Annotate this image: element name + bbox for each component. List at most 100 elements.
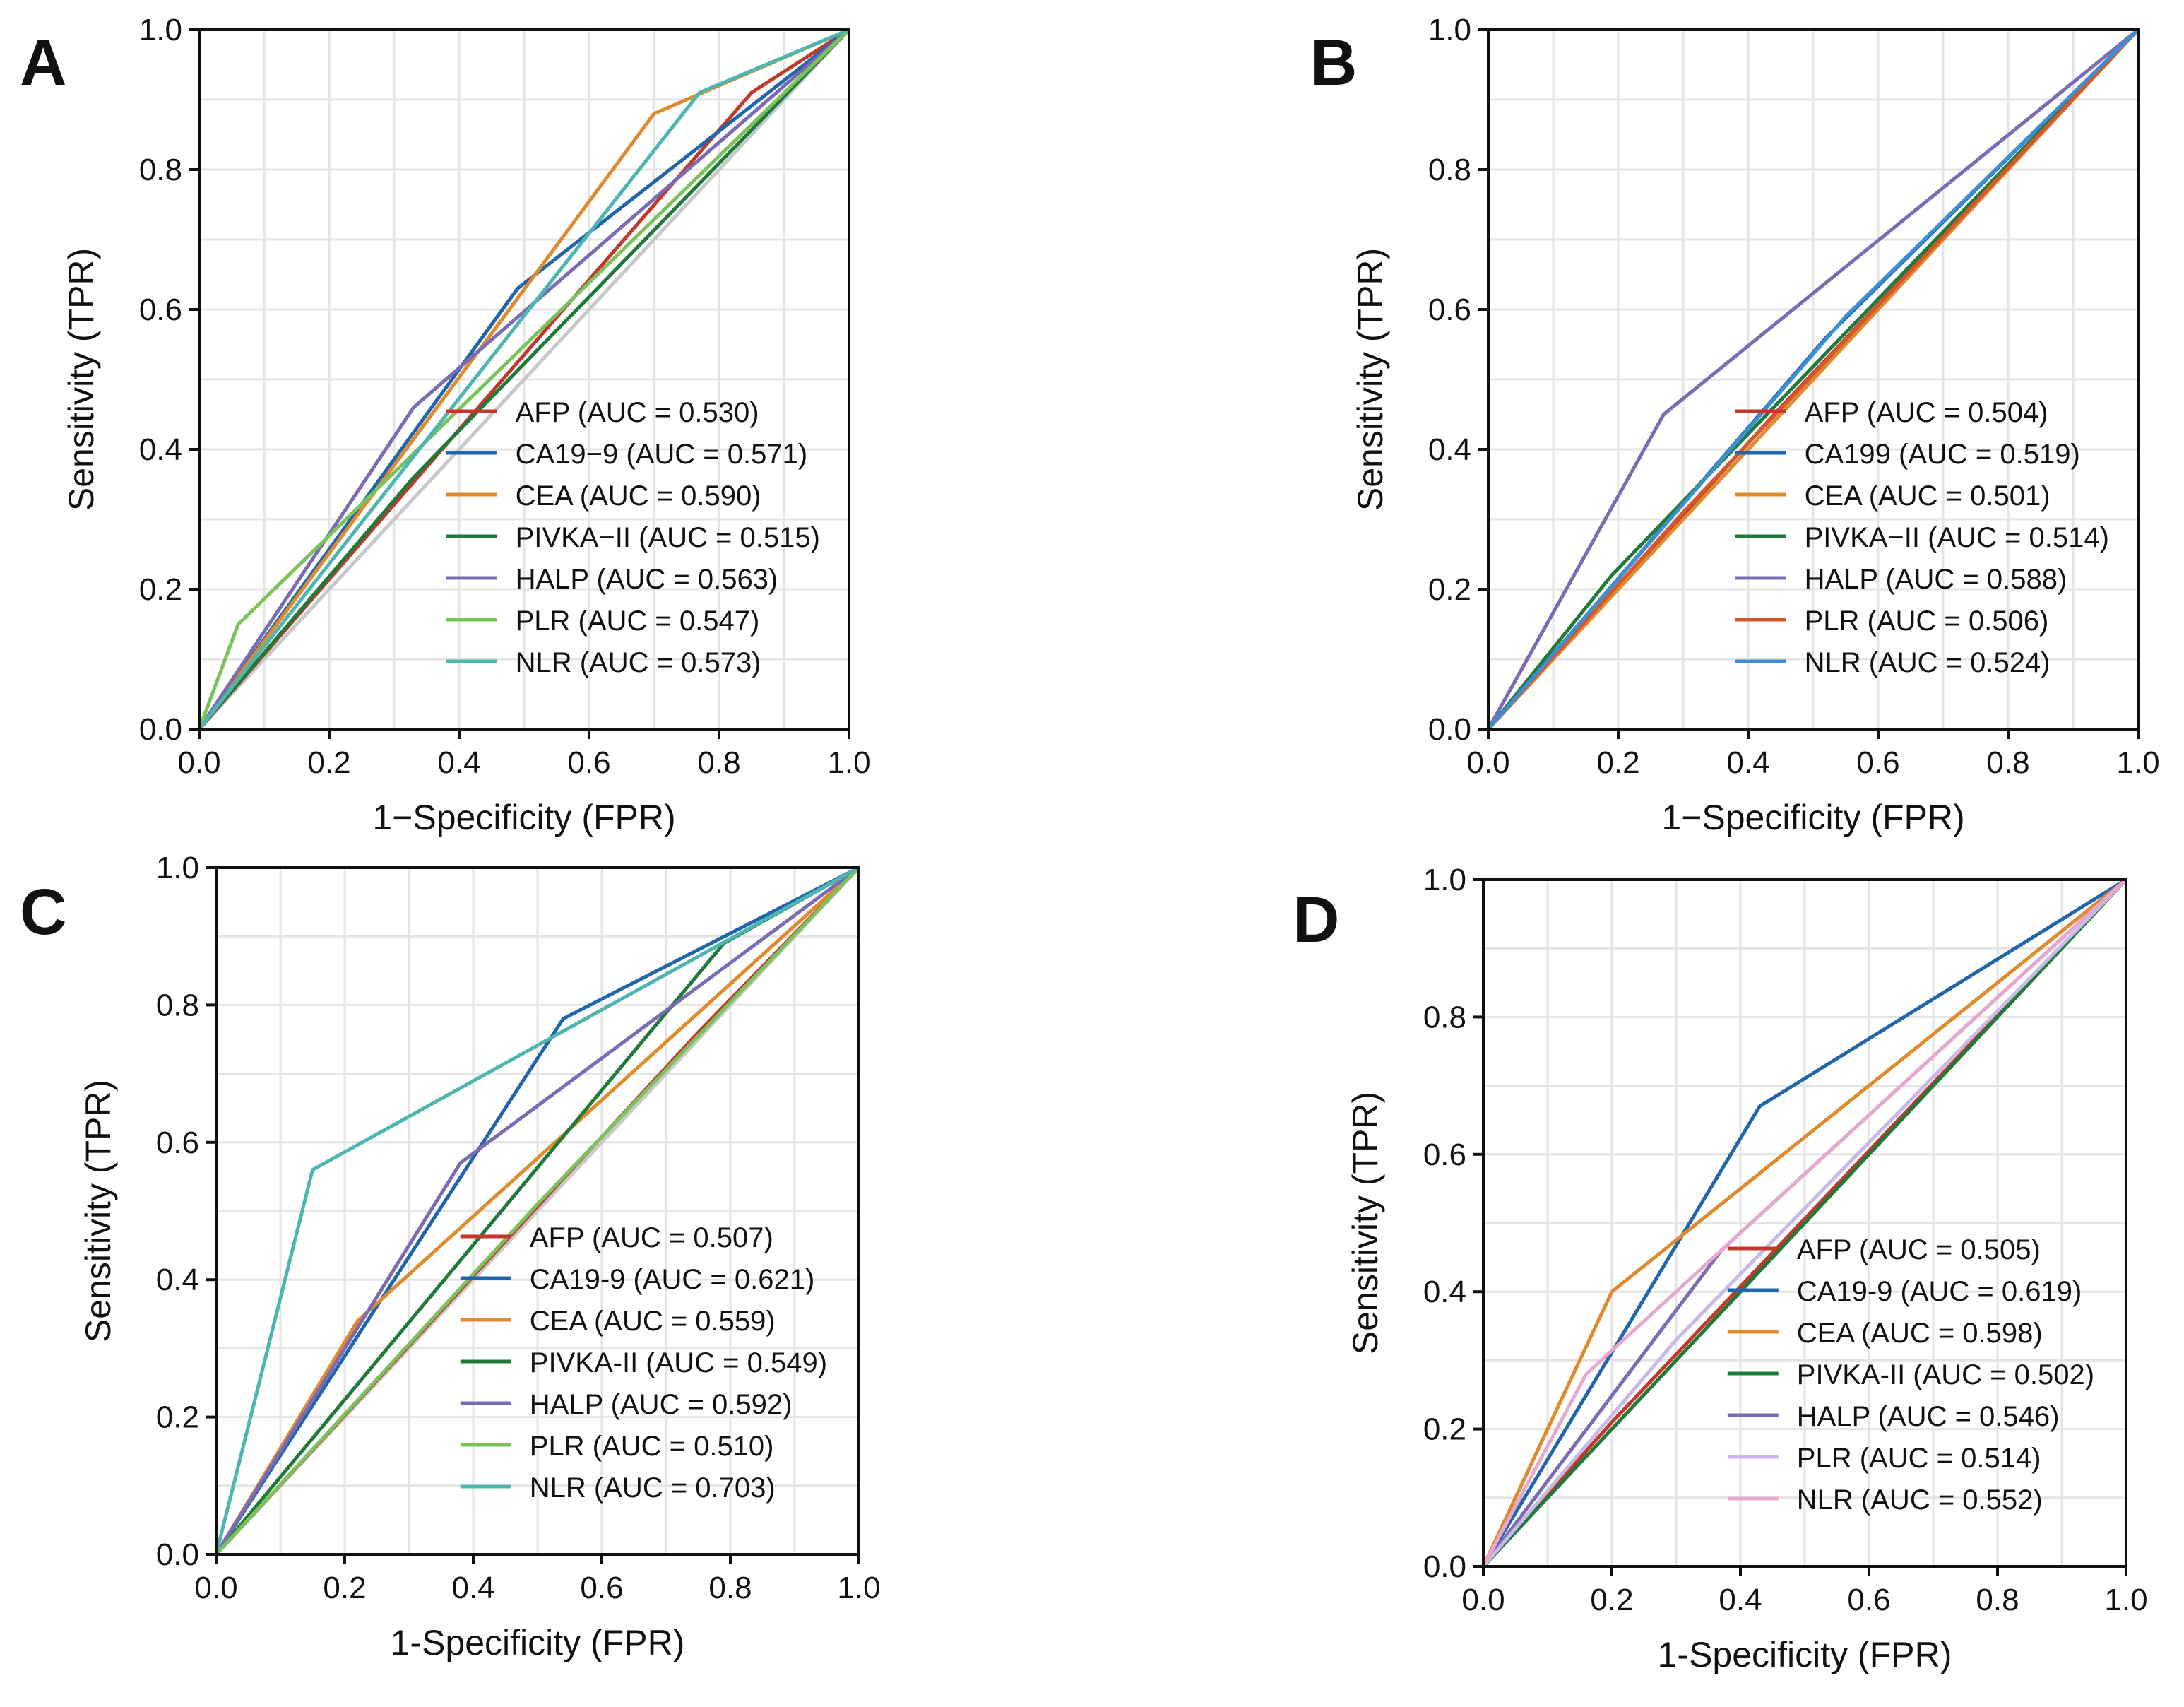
legend-label-halp: HALP (AUC = 0.546) bbox=[1797, 1401, 2060, 1432]
legend-label-afp: AFP (AUC = 0.530) bbox=[516, 397, 759, 428]
x-tick-label: 0.6 bbox=[1856, 745, 1899, 780]
roc-curve-plr bbox=[197, 28, 850, 730]
roc-curve-halp bbox=[1486, 28, 2140, 731]
roc-curve-nlr bbox=[1487, 28, 2140, 731]
y-tick-label: 0.8 bbox=[156, 988, 199, 1022]
legend-label-halp: HALP (AUC = 0.588) bbox=[1805, 564, 2067, 595]
x-axis-label: 1−Specificity (FPR) bbox=[1661, 798, 1964, 837]
y-tick-label: 0.0 bbox=[1428, 712, 1471, 747]
x-tick-label: 0.6 bbox=[1847, 1583, 1890, 1617]
legend-label-plr: PLR (AUC = 0.510) bbox=[530, 1431, 774, 1462]
y-tick-label: 0.2 bbox=[156, 1400, 199, 1435]
roc-curve-nlr bbox=[198, 28, 850, 731]
legend-label-nlr: NLR (AUC = 0.552) bbox=[1797, 1484, 2043, 1516]
x-tick-label: 0.4 bbox=[437, 745, 480, 780]
legend-label-pivka-ii: PIVKA−II (AUC = 0.514) bbox=[1805, 522, 2109, 553]
x-tick-label: 0.2 bbox=[323, 1571, 366, 1605]
plot-frame bbox=[1482, 878, 2127, 1568]
panel-letter: B bbox=[1310, 27, 1357, 99]
y-axis-label: Sensitivity (TPR) bbox=[1351, 248, 1390, 511]
roc-curve-plr bbox=[1482, 878, 2127, 1568]
legend-label-nlr: NLR (AUC = 0.703) bbox=[530, 1472, 776, 1504]
plot-frame bbox=[198, 28, 850, 731]
legend-label-plr: PLR (AUC = 0.547) bbox=[516, 606, 760, 637]
roc-curve-pivka-ii bbox=[198, 28, 850, 731]
roc-curve-nlr bbox=[1481, 878, 2127, 1568]
legend-label-cea: CEA (AUC = 0.501) bbox=[1805, 480, 2051, 512]
x-axis-label: 1-Specificity (FPR) bbox=[1658, 1635, 1952, 1674]
legend-label-plr: PLR (AUC = 0.514) bbox=[1797, 1443, 2041, 1474]
roc-curve-nlr bbox=[214, 866, 860, 1555]
x-tick-label: 0.4 bbox=[1726, 745, 1769, 780]
roc-curve-ca19-9 bbox=[1481, 878, 2127, 1568]
y-tick-label: 0.6 bbox=[156, 1126, 199, 1160]
y-tick-label: 0.8 bbox=[1423, 1000, 1466, 1034]
roc-curve-halp bbox=[214, 866, 860, 1556]
panel-c: C 0.0 0.2 0.4 0.6 0.8 1.0 0.0 0.2 0.4 0.6 0.8 1.0 1-S… bbox=[20, 851, 881, 1662]
x-tick-label: 0.4 bbox=[1719, 1583, 1762, 1617]
legend-label-nlr: NLR (AUC = 0.573) bbox=[516, 647, 761, 678]
x-tick-label: 0.6 bbox=[580, 1571, 623, 1605]
roc-curve-plr bbox=[215, 866, 860, 1556]
legend-label-nlr: NLR (AUC = 0.524) bbox=[1805, 647, 2051, 678]
roc-curve-ca19-9 bbox=[214, 866, 860, 1556]
x-tick-label: 0.8 bbox=[1976, 1583, 2019, 1617]
x-axis-label: 1−Specificity (FPR) bbox=[372, 798, 675, 837]
roc-curve-halp bbox=[197, 28, 850, 731]
y-tick-label: 0.2 bbox=[1428, 572, 1471, 607]
legend-label-halp: HALP (AUC = 0.563) bbox=[516, 564, 778, 595]
x-tick-label: 0.0 bbox=[1466, 745, 1509, 780]
x-tick-label: 0.0 bbox=[177, 745, 220, 780]
legend-label-halp: HALP (AUC = 0.592) bbox=[530, 1389, 793, 1420]
panel-letter: D bbox=[1293, 884, 1339, 956]
reference-diagonal bbox=[198, 28, 850, 731]
legend-label-cea: CEA (AUC = 0.559) bbox=[530, 1306, 776, 1337]
y-tick-label: 0.8 bbox=[139, 153, 182, 187]
y-tick-label: 1.0 bbox=[1423, 863, 1466, 897]
legend-label-cea: CEA (AUC = 0.590) bbox=[516, 480, 761, 512]
legend-label-ca19-9: CA19−9 (AUC = 0.571) bbox=[516, 439, 808, 470]
legend-label-pivka-ii: PIVKA−II (AUC = 0.515) bbox=[516, 522, 820, 553]
legend-label-pivka-ii: PIVKA-II (AUC = 0.549) bbox=[530, 1347, 827, 1378]
plot-frame bbox=[1487, 28, 2140, 731]
panel-letter: A bbox=[20, 27, 66, 99]
legend-label-afp: AFP (AUC = 0.504) bbox=[1805, 397, 2048, 428]
y-tick-label: 1.0 bbox=[139, 13, 182, 47]
roc-curve-afp bbox=[198, 28, 850, 731]
legend-label-ca199: CA199 (AUC = 0.519) bbox=[1805, 439, 2080, 470]
x-tick-label: 0.8 bbox=[708, 1571, 752, 1605]
roc-curve-plr bbox=[1487, 28, 2140, 731]
y-tick-label: 0.8 bbox=[1428, 153, 1471, 187]
x-tick-label: 1.0 bbox=[837, 1571, 880, 1605]
panel-letter: C bbox=[20, 876, 66, 948]
y-tick-label: 0.6 bbox=[139, 293, 182, 327]
y-tick-label: 0.6 bbox=[1428, 293, 1471, 327]
legend-label-plr: PLR (AUC = 0.506) bbox=[1805, 606, 2049, 637]
plot-frame bbox=[215, 866, 860, 1556]
panel-d: D 0.0 0.2 0.4 0.6 0.8 1.0 0.0 0.2 0.4 0.6 0.8 1.0 1-S… bbox=[1293, 863, 2148, 1674]
y-tick-label: 0.2 bbox=[139, 572, 182, 607]
y-tick-label: 1.0 bbox=[1428, 13, 1471, 47]
panel-b: B 0.0 0.2 0.4 0.6 0.8 1.0 0.0 0.2 0.4 0.6 0.8 1.0 1−S… bbox=[1310, 13, 2160, 837]
x-tick-label: 0.8 bbox=[697, 745, 740, 780]
y-tick-label: 0.2 bbox=[1423, 1412, 1466, 1447]
legend-label-afp: AFP (AUC = 0.507) bbox=[530, 1222, 773, 1253]
y-tick-label: 0.4 bbox=[1428, 432, 1471, 467]
roc-curve-cea bbox=[1481, 878, 2127, 1568]
y-tick-label: 0.6 bbox=[1423, 1138, 1466, 1172]
roc-curve-pivka-ii bbox=[1487, 28, 2140, 731]
x-tick-label: 1.0 bbox=[827, 745, 870, 780]
y-tick-label: 0.4 bbox=[156, 1263, 199, 1297]
y-axis-label: Sensitivity (TPR) bbox=[1346, 1092, 1385, 1354]
legend-label-pivka-ii: PIVKA-II (AUC = 0.502) bbox=[1797, 1359, 2094, 1390]
y-axis-label: Sensitivity (TPR) bbox=[78, 1080, 118, 1342]
y-tick-label: 0.4 bbox=[1423, 1275, 1466, 1309]
x-tick-label: 0.0 bbox=[1461, 1583, 1505, 1617]
x-tick-label: 0.2 bbox=[1596, 745, 1639, 780]
roc-curve-ca19-9 bbox=[197, 28, 850, 731]
y-axis-label: Sensitivity (TPR) bbox=[61, 248, 101, 511]
x-tick-label: 0.6 bbox=[567, 745, 610, 780]
y-tick-label: 0.0 bbox=[139, 712, 182, 747]
y-tick-label: 0.0 bbox=[1423, 1549, 1466, 1584]
